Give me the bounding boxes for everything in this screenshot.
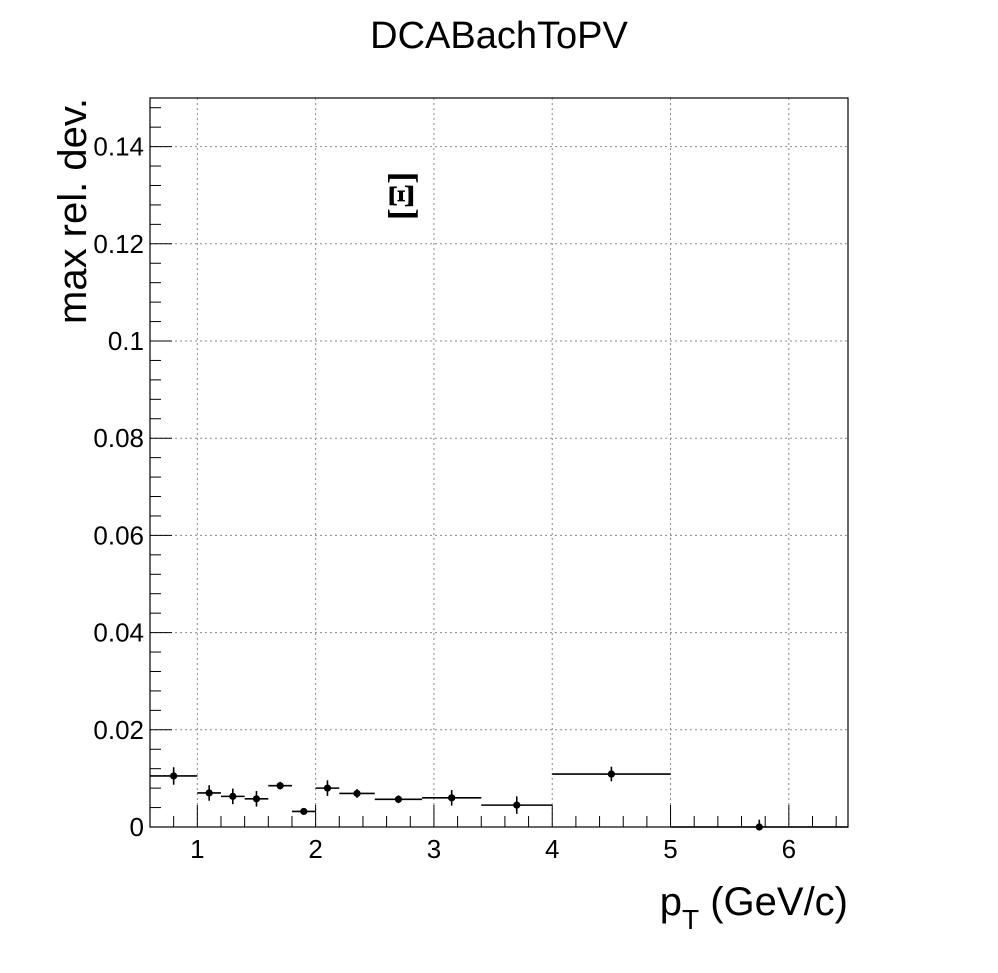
data-point-marker bbox=[353, 789, 361, 798]
data-point-group bbox=[339, 789, 375, 798]
data-point-group bbox=[244, 791, 269, 807]
x-tick-label: 3 bbox=[427, 834, 441, 864]
data-point-marker bbox=[252, 795, 261, 803]
data-point-marker bbox=[300, 807, 308, 816]
data-point-marker bbox=[170, 772, 178, 780]
y-tick-label: 0.08 bbox=[93, 423, 144, 453]
data-point-marker bbox=[394, 795, 403, 803]
x-axis-title-unit: (GeV/c) bbox=[699, 880, 848, 924]
particle-annotation: [Ξ] bbox=[381, 172, 421, 220]
data-point-group bbox=[552, 766, 671, 782]
y-axis-title: max rel. dev. bbox=[51, 98, 95, 324]
x-tick-label: 4 bbox=[545, 834, 559, 864]
chart-title: DCABachToPV bbox=[370, 15, 628, 57]
x-axis-title-sub: T bbox=[682, 904, 699, 935]
y-tick-label: 0.12 bbox=[93, 229, 144, 259]
x-axis-title-main: p bbox=[660, 880, 682, 924]
y-tick-label: 0.1 bbox=[108, 326, 144, 356]
x-tick-label: 5 bbox=[663, 834, 677, 864]
data-point-group bbox=[197, 785, 221, 801]
plot-frame bbox=[149, 97, 849, 828]
data-point-marker bbox=[513, 801, 521, 809]
data-point-marker bbox=[229, 792, 237, 800]
y-tick-label: 0.14 bbox=[93, 132, 144, 162]
data-point-group bbox=[150, 767, 198, 785]
data-point-group bbox=[315, 780, 340, 796]
data-point-group bbox=[291, 807, 316, 816]
data-point-marker bbox=[448, 794, 456, 802]
y-tick-label: 0 bbox=[130, 812, 144, 842]
y-tick-label: 0.04 bbox=[93, 618, 144, 648]
x-tick-label: 2 bbox=[308, 834, 322, 864]
labels-layer: 1 2 3 4 5 6 0 0.02 0.04 0.06 0.08 0.1 0.12 0.14 bbox=[93, 132, 796, 864]
data-point-marker bbox=[205, 789, 213, 797]
x-axis-title: pT (GeV/c) bbox=[660, 880, 848, 935]
data-point-group bbox=[422, 790, 482, 806]
y-tick-label: 0.02 bbox=[93, 715, 144, 745]
y-tick-label: 0.06 bbox=[93, 520, 144, 550]
data-point-marker bbox=[276, 782, 284, 790]
data-point-group bbox=[268, 781, 292, 790]
data-point-group bbox=[374, 795, 423, 804]
x-tick-label: 6 bbox=[782, 834, 796, 864]
data-point-marker bbox=[323, 784, 332, 792]
data-point-group bbox=[481, 796, 553, 814]
data-point-marker bbox=[607, 770, 615, 778]
data-point-group bbox=[220, 788, 245, 805]
x-tick-label: 1 bbox=[190, 834, 204, 864]
